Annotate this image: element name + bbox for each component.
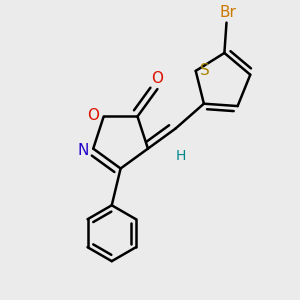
Text: O: O bbox=[152, 71, 164, 86]
Text: O: O bbox=[87, 107, 99, 122]
Text: S: S bbox=[200, 63, 210, 78]
Text: N: N bbox=[77, 142, 89, 158]
Text: H: H bbox=[176, 149, 186, 163]
Text: Br: Br bbox=[220, 5, 236, 20]
